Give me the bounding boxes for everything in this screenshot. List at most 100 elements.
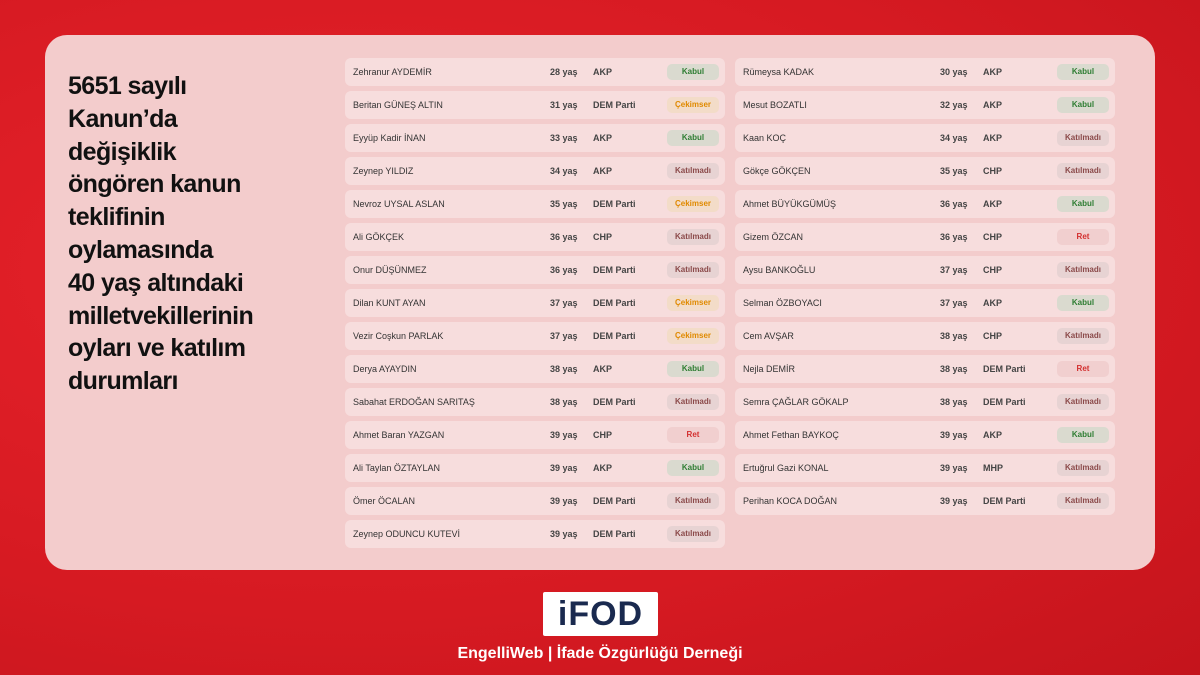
member-party: DEM Parti <box>593 199 636 209</box>
member-age: 38 yaş <box>940 397 968 407</box>
member-row: Kaan KOÇ 34 yaş AKP Katılmadı <box>735 124 1115 152</box>
member-party: DEM Parti <box>983 397 1026 407</box>
vote-badge: Kabul <box>1057 196 1109 212</box>
member-row: Derya AYAYDIN 38 yaş AKP Kabul <box>345 355 725 383</box>
title-line: öngören kanun <box>68 170 241 199</box>
footer: EngelliWeb | İfade Özgürlüğü Derneği <box>457 645 743 662</box>
member-name: Rümeysa KADAK <box>743 67 815 77</box>
member-party: DEM Parti <box>983 364 1026 374</box>
member-row: Sabahat ERDOĞAN SARITAŞ 38 yaş DEM Parti Ka… <box>345 388 725 416</box>
member-age: 35 yaş <box>550 199 578 209</box>
member-name: Gökçe GÖKÇEN <box>743 166 811 176</box>
member-age: 39 yaş <box>940 463 968 473</box>
member-age: 36 yaş <box>550 232 578 242</box>
vote-badge: Kabul <box>667 64 719 80</box>
member-row: Rümeysa KADAK 30 yaş AKP Kabul <box>735 58 1115 86</box>
member-party: AKP <box>983 199 1003 209</box>
member-name: Kaan KOÇ <box>743 133 787 143</box>
title-line: değişiklik <box>68 137 177 166</box>
member-row: Perihan KOCA DOĞAN 39 yaş DEM Parti Katılma… <box>735 487 1115 515</box>
vote-badge: Kabul <box>1057 295 1109 311</box>
member-party: CHP <box>983 232 1003 242</box>
member-age: 39 yaş <box>940 430 968 440</box>
member-party: MHP <box>983 463 1003 473</box>
member-row: Gökçe GÖKÇEN 35 yaş CHP Katılmadı <box>735 157 1115 185</box>
member-row: Ali Taylan ÖZTAYLAN 39 yaş AKP Kabul <box>345 454 725 482</box>
member-age: 38 yaş <box>550 364 578 374</box>
member-name: Ahmet Fethan BAYKOÇ <box>743 430 839 440</box>
member-age: 35 yaş <box>940 166 968 176</box>
vote-badge: Ret <box>667 427 719 443</box>
member-name: Nejla DEMİR <box>743 364 796 374</box>
member-name: Beritan GÜNEŞ ALTIN <box>353 100 443 110</box>
member-party: AKP <box>983 298 1003 308</box>
member-age: 33 yaş <box>550 133 578 143</box>
vote-badge: Katılmadı <box>667 526 719 542</box>
member-name: Dilan KUNT AYAN <box>353 298 426 308</box>
member-name: Gizem ÖZCAN <box>743 232 804 242</box>
member-age: 39 yaş <box>550 463 578 473</box>
member-row: Cem AVŞAR 38 yaş CHP Katılmadı <box>735 322 1115 350</box>
member-name: Sabahat ERDOĞAN SARITAŞ <box>353 397 475 407</box>
member-party: CHP <box>593 232 613 242</box>
member-name: Onur DÜŞÜNMEZ <box>353 265 427 275</box>
member-name: Ahmet BÜYÜKGÜMÜŞ <box>743 199 837 209</box>
member-row: Ömer ÖCALAN 39 yaş DEM Parti Katılmadı <box>345 487 725 515</box>
vote-badge: Katılmadı <box>667 163 719 179</box>
vote-badge: Çekimser <box>667 196 719 212</box>
member-name: Selman ÖZBOYACI <box>743 298 822 308</box>
title-line: oyları ve katılım <box>68 334 246 363</box>
member-row: Zeynep YILDIZ 34 yaş AKP Katılmadı <box>345 157 725 185</box>
vote-badge: Çekimser <box>667 328 719 344</box>
vote-badge: Katılmadı <box>1057 262 1109 278</box>
title-line: milletvekillerinin <box>68 301 254 330</box>
member-party: DEM Parti <box>593 298 636 308</box>
member-row: Aysu BANKOĞLU 37 yaş CHP Katılmadı <box>735 256 1115 284</box>
member-name: Eyyüp Kadir İNAN <box>353 133 426 143</box>
member-age: 34 yaş <box>940 133 968 143</box>
member-age: 34 yaş <box>550 166 578 176</box>
member-name: Derya AYAYDIN <box>353 364 417 374</box>
member-name: Cem AVŞAR <box>743 331 794 341</box>
member-row: Ahmet Baran YAZGAN 39 yaş CHP Ret <box>345 421 725 449</box>
title-line: teklifinin <box>68 203 165 232</box>
member-party: AKP <box>593 133 613 143</box>
member-party: AKP <box>593 67 613 77</box>
member-party: CHP <box>983 166 1003 176</box>
title-line: 5651 sayılı <box>68 72 187 100</box>
vote-badge: Ret <box>1057 361 1109 377</box>
vote-badge: Katılmadı <box>1057 493 1109 509</box>
vote-badge: Katılmadı <box>1057 394 1109 410</box>
member-name: Ali GÖKÇEK <box>353 232 405 242</box>
vote-badge: Kabul <box>1057 97 1109 113</box>
member-row: Ahmet BÜYÜKGÜMÜŞ 36 yaş AKP Kabul <box>735 190 1115 218</box>
vote-badge: Katılmadı <box>667 229 719 245</box>
member-party: DEM Parti <box>593 496 636 506</box>
member-row: Zehranur AYDEMİR 28 yaş AKP Kabul <box>345 58 725 86</box>
vote-badge: Katılmadı <box>1057 130 1109 146</box>
panel <box>45 35 1155 570</box>
member-age: 36 yaş <box>940 199 968 209</box>
member-age: 39 yaş <box>940 496 968 506</box>
member-age: 32 yaş <box>940 100 968 110</box>
member-age: 37 yaş <box>940 298 968 308</box>
vote-badge: Kabul <box>1057 427 1109 443</box>
member-name: Vezir Coşkun PARLAK <box>353 331 444 341</box>
member-row: Dilan KUNT AYAN 37 yaş DEM Parti Çekimser <box>345 289 725 317</box>
member-age: 36 yaş <box>550 265 578 275</box>
member-name: Perihan KOCA DOĞAN <box>743 496 838 506</box>
member-age: 37 yaş <box>550 331 578 341</box>
member-age: 28 yaş <box>550 67 578 77</box>
member-age: 38 yaş <box>940 331 968 341</box>
member-row: Mesut BOZATLI 32 yaş AKP Kabul <box>735 91 1115 119</box>
member-party: AKP <box>983 67 1003 77</box>
member-name: Ertuğrul Gazi KONAL <box>743 463 829 473</box>
member-name: Ali Taylan ÖZTAYLAN <box>353 463 441 473</box>
member-age: 39 yaş <box>550 529 578 539</box>
member-name: Zeynep ODUNCU KUTEVİ <box>353 529 461 539</box>
member-age: 30 yaş <box>940 67 968 77</box>
title-line: durumları <box>68 367 179 396</box>
vote-badge: Katılmadı <box>1057 328 1109 344</box>
member-party: DEM Parti <box>983 496 1026 506</box>
